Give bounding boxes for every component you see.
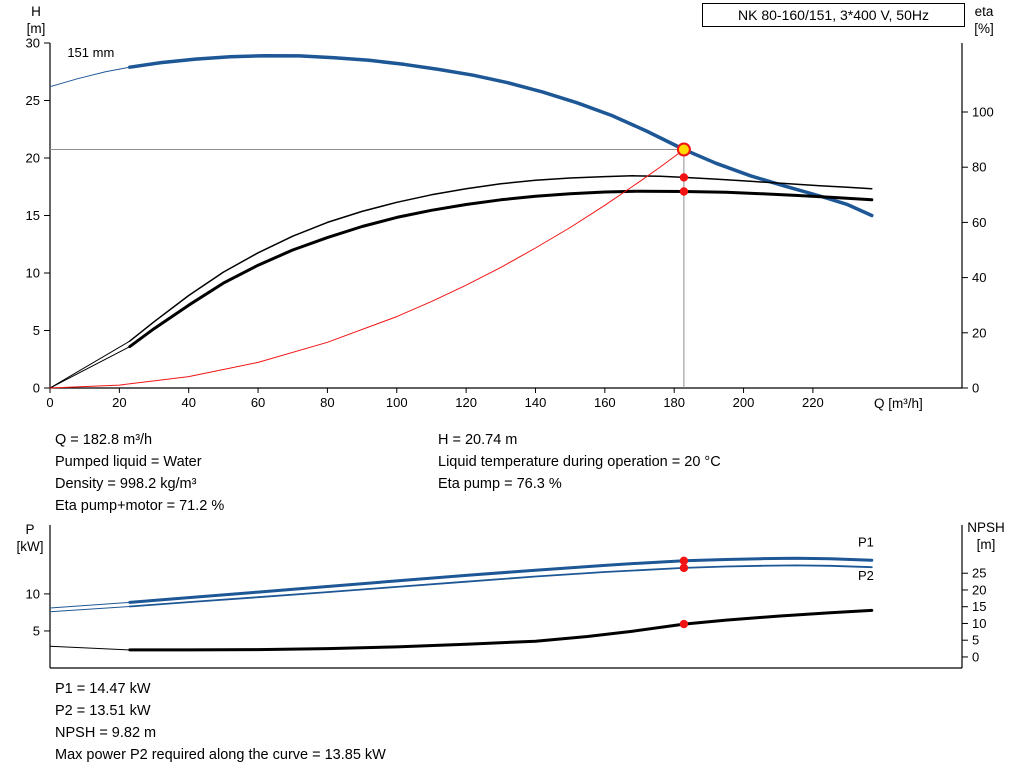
info-line-eta-pump: Eta pump = 76.3 % [438,476,562,492]
p-axis-title: P [kW] [16,522,44,554]
x-tick-label: 220 [802,395,824,410]
p2-curve-lead [49,606,130,613]
y-right-tick-label: 0 [972,649,979,664]
y-left-tick-label: 15 [26,208,40,223]
y-right-tick-label: 60 [972,215,986,230]
x-tick-label: 200 [733,395,755,410]
y-right-tick-label: 15 [972,599,986,614]
y-left-tick-label: 10 [26,586,40,601]
y-left-tick-label: 20 [26,151,40,166]
y-right-tick-label: 80 [972,160,986,175]
operating-point-dot [679,619,689,629]
eta-axis-title: eta [%] [974,4,994,36]
y-left-tick-label: 25 [26,93,40,108]
y-right-tick-label: 5 [972,633,979,648]
x-tick-label: 180 [663,395,685,410]
p1-curve-lead [49,601,130,609]
p2-curve-label: P2 [858,568,874,583]
y-right-tick-label: 10 [972,616,986,631]
info-line-density: Density = 998.2 kg/m³ [55,476,197,492]
system-curve [49,149,685,389]
y-left-tick-label: 5 [33,623,40,638]
operating-point-dot [679,187,689,196]
p1-curve-label: P1 [858,534,874,549]
info-line-maxp2: Max power P2 required along the curve = … [55,747,386,763]
info-line-eta-total: Eta pump+motor = 71.2 % [55,498,225,514]
x-tick-label: 60 [251,395,265,410]
y-left-tick-label: 30 [26,36,40,51]
head-curve-151mm-label: 151 mm [67,45,114,60]
duty-info-left: Q = 182.8 m³/h Pumped liquid = Water Den… [55,429,224,517]
info-line-p1: P1 = 14.47 kW [55,681,151,697]
info-line-p2: P2 = 13.51 kW [55,703,151,719]
y-right-tick-label: 25 [972,566,986,581]
power-info-block: P1 = 14.47 kW P2 = 13.51 kW NPSH = 9.82 … [55,678,386,766]
y-right-tick-label: 20 [972,325,986,340]
q-axis-title: Q [m³/h] [874,396,923,411]
info-line-npsh: NPSH = 9.82 m [55,725,157,741]
operating-point-dot [679,173,689,182]
head-curve-151mm-lead [49,66,130,88]
y-left-tick-label: 5 [33,323,40,338]
info-line-h: H = 20.74 m [438,432,518,448]
p1-curve [128,556,874,604]
operating-point-dot [679,556,689,565]
x-tick-label: 0 [46,395,53,410]
x-tick-label: 120 [455,395,477,410]
npsh-curve [128,608,874,652]
duty-info-right: H = 20.74 m Liquid temperature during op… [438,429,721,495]
eta-pump-motor-curve-lead [49,346,131,389]
y-right-tick-label: 100 [972,105,994,120]
p2-curve [128,564,873,608]
head-curve-151mm [128,53,874,218]
qh-eta-chart: 0 20 40 60 80 100 120 140 160 180 200 2200510152025… [26,36,994,411]
y-left-tick-label: 10 [26,266,40,281]
info-line-q: Q = 182.8 m³/h [55,432,153,448]
y-right-tick-label: 40 [972,270,986,285]
x-tick-label: 80 [320,395,334,410]
pump-title-box: NK 80-160/151, 3*400 V, 50Hz [702,3,965,27]
eta-pump-curve-lead [49,340,131,389]
x-tick-label: 20 [112,395,126,410]
x-tick-label: 40 [181,395,195,410]
npsh-curve-lead [49,645,130,651]
x-tick-label: 160 [594,395,616,410]
x-tick-label: 140 [525,395,547,410]
eta-pump-curve [129,175,873,342]
npsh-axis-title: NPSH [m] [967,520,1005,552]
operating-point-dot [679,563,689,573]
duty-point-marker[interactable] [676,142,691,157]
eta-pump-motor-curve [128,189,874,349]
x-tick-label: 100 [386,395,408,410]
info-line-temp: Liquid temperature during operation = 20… [438,454,721,470]
y-right-tick-label: 0 [972,381,979,396]
info-line-liquid: Pumped liquid = Water [55,454,202,470]
y-left-tick-label: 0 [33,381,40,396]
h-axis-title: H [m] [26,4,46,36]
y-right-tick-label: 20 [972,582,986,597]
